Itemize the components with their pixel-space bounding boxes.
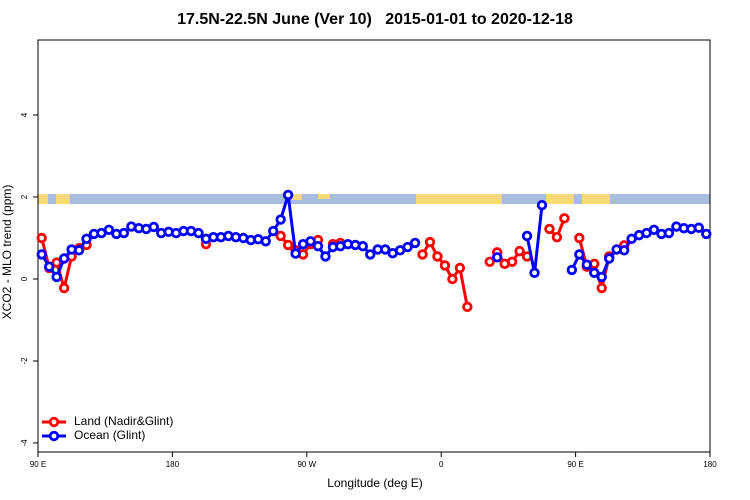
data-point <box>357 241 368 252</box>
data-point <box>521 230 533 242</box>
data-point <box>73 245 85 256</box>
data-point <box>36 249 47 260</box>
x-tick-label: 90 E <box>567 460 583 469</box>
data-point <box>81 233 92 245</box>
data-point <box>551 231 563 243</box>
y-tick-label: 2 <box>20 194 29 199</box>
data-point <box>290 248 301 259</box>
land-band <box>546 194 574 204</box>
data-point <box>402 241 413 253</box>
data-point <box>44 261 55 272</box>
y-tick-label: -2 <box>20 357 29 365</box>
land-band <box>416 194 502 204</box>
ocean-band <box>38 194 710 204</box>
data-point <box>320 251 331 262</box>
data-point <box>365 249 376 260</box>
data-point <box>604 253 615 264</box>
data-point <box>118 227 130 239</box>
land-band <box>38 194 48 204</box>
plot-frame <box>37 39 711 453</box>
data-point <box>492 252 503 263</box>
data-point <box>529 267 540 279</box>
x-axis-label: Longitude (deg E) <box>327 476 422 490</box>
data-point <box>51 271 62 283</box>
data-point <box>648 224 660 236</box>
data-point <box>275 230 286 242</box>
y-tick-label: 0 <box>20 276 29 281</box>
data-point <box>447 273 458 285</box>
chart-title: 17.5N-22.5N June (Ver 10) 2015-01-01 to … <box>177 11 573 28</box>
data-point <box>574 249 585 260</box>
data-point <box>424 236 436 248</box>
data-point <box>103 224 115 236</box>
data-point <box>305 236 316 247</box>
x-tick-label: 0 <box>439 460 444 469</box>
legend-label: Land (Nadir&Glint) <box>74 414 173 428</box>
land-band <box>582 194 610 204</box>
y-tick-label: -4 <box>20 439 29 447</box>
data-point <box>51 257 62 268</box>
land-band <box>292 194 302 200</box>
data-point <box>282 239 294 251</box>
x-tick-label: 180 <box>166 460 180 469</box>
data-point <box>701 228 712 240</box>
x-tick-label: 180 <box>703 460 717 469</box>
land-band <box>56 194 70 204</box>
data-point <box>514 245 525 257</box>
data-point <box>409 237 421 249</box>
data-point <box>566 264 578 276</box>
data-point <box>596 271 607 283</box>
data-point <box>574 232 585 244</box>
data-point <box>454 262 466 274</box>
legend-label: Ocean (Glint) <box>74 428 145 442</box>
data-point <box>193 227 204 239</box>
data-point <box>589 267 600 279</box>
data-point <box>559 213 570 224</box>
data-point <box>462 301 473 313</box>
data-point <box>312 241 324 252</box>
legend-marker <box>48 430 60 442</box>
data-point <box>693 222 704 233</box>
data-point <box>148 221 159 233</box>
data-point <box>536 200 548 211</box>
data-point <box>282 189 294 201</box>
data-point <box>439 260 451 271</box>
data-point <box>36 232 47 244</box>
data-point <box>432 251 443 262</box>
land-ocean-band <box>38 194 710 204</box>
data-point <box>268 225 279 237</box>
data-point <box>618 245 630 256</box>
data-point <box>581 259 592 270</box>
data-point <box>596 282 607 294</box>
data-point <box>506 256 518 267</box>
data-point <box>260 236 271 247</box>
series-line <box>40 194 708 281</box>
data-point <box>275 214 286 225</box>
data-point <box>58 253 70 264</box>
y-tick-label: 4 <box>20 112 29 117</box>
data-point <box>484 256 495 267</box>
x-tick-label: 90 E <box>30 460 46 469</box>
land-band <box>318 194 330 199</box>
data-point <box>417 249 428 260</box>
data-point <box>58 282 70 294</box>
x-tick-label: 90 W <box>297 460 316 469</box>
data-point <box>626 233 637 245</box>
legend-marker <box>48 416 60 428</box>
data-point <box>544 223 555 235</box>
y-axis-label: XCO2 - MLO trend (ppm) <box>0 185 14 320</box>
data-point <box>380 244 391 255</box>
data-point <box>663 227 675 239</box>
